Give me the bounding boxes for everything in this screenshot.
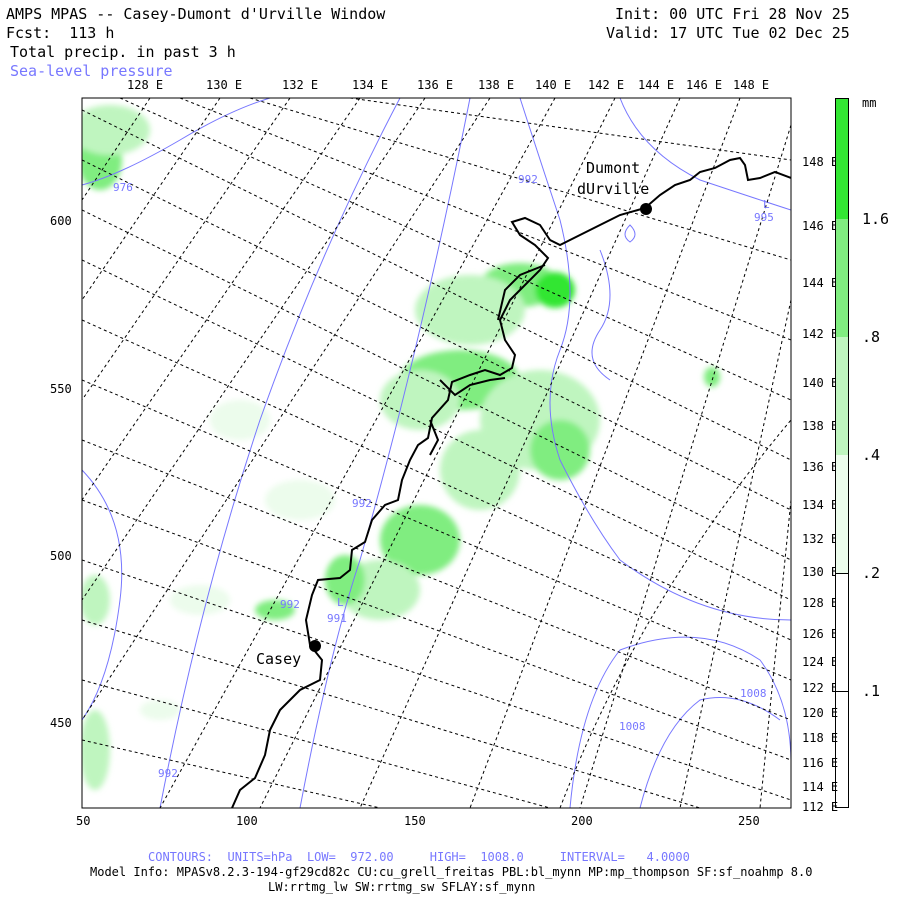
bottom-x-label: 200: [571, 814, 593, 828]
forecast-hour: Fcst: 113 h: [6, 24, 115, 42]
graticule: [82, 98, 791, 808]
map-title: AMPS MPAS -- Casey-Dumont d'Urville Wind…: [6, 5, 386, 23]
model-info: Model Info: MPASv8.2.3-194-gf29cd82c CU:…: [90, 865, 813, 879]
coastline: [231, 156, 791, 808]
top-lon-label: 140 E: [535, 78, 572, 92]
valid-time: Valid: 17 UTC Tue 02 Dec 25: [606, 24, 850, 42]
left-y-label: 500: [50, 549, 72, 563]
right-lon-label: 136 E: [802, 460, 839, 474]
colorbar-level-0-8: [836, 219, 848, 337]
top-lon-label: 134 E: [352, 78, 389, 92]
top-lon-label: 132 E: [282, 78, 319, 92]
right-lon-label: 112 E: [802, 800, 839, 814]
right-lon-label: 138 E: [802, 419, 839, 433]
pressure-contours: [82, 98, 791, 808]
colorbar-unit: mm: [862, 96, 877, 110]
contour-label: 991: [327, 612, 347, 625]
bottom-x-label: 250: [738, 814, 760, 828]
contour-label: 992: [518, 173, 538, 186]
top-lon-label: 146 E: [686, 78, 723, 92]
model-info-line2: LW:rrtmg_lw SW:rrtmg_sw SFLAY:sf_mynn: [268, 880, 536, 894]
right-lon-label: 132 E: [802, 532, 839, 546]
right-lon-label: 122 E: [802, 681, 839, 695]
colorbar-label: .1: [862, 682, 881, 700]
left-y-label: 600: [50, 214, 72, 228]
init-time: Init: 00 UTC Fri 28 Nov 25: [615, 5, 850, 23]
bottom-x-label: 100: [236, 814, 258, 828]
colorbar-label: 1.6: [862, 210, 890, 228]
contour-label: 1008: [740, 687, 767, 700]
right-lon-label: 148 E: [802, 155, 839, 169]
colorbar-level-0-1: [836, 573, 848, 692]
colorbar-level-0-2: [836, 455, 848, 573]
station-label-casey: Casey: [256, 650, 302, 668]
colorbar-level-1-6: [836, 99, 848, 219]
station-marker-casey[interactable]: [309, 640, 321, 652]
map-frame: [81, 97, 792, 809]
contour-label: 976: [113, 181, 133, 194]
top-lon-label: 142 E: [588, 78, 625, 92]
overlay-name: Sea-level pressure: [10, 62, 173, 80]
station-label-dumont-2: dUrville: [577, 180, 650, 198]
colorbar-level-0-4: [836, 337, 848, 455]
right-lon-label: 140 E: [802, 376, 839, 390]
right-lon-label: 146 E: [802, 219, 839, 233]
right-lon-label: 142 E: [802, 327, 839, 341]
right-lon-label: 130 E: [802, 565, 839, 579]
colorbar-label: .4: [862, 446, 881, 464]
contour-info: CONTOURS: UNITS=hPa LOW= 972.00 HIGH= 10…: [148, 850, 690, 864]
colorbar-label: .2: [862, 564, 881, 582]
bottom-x-label: 50: [76, 814, 91, 828]
field-name: Total precip. in past 3 h: [10, 43, 236, 61]
contour-label: 995: [754, 211, 774, 224]
colorbar-label: .8: [862, 328, 881, 346]
precip-field: [82, 105, 720, 790]
contour-label: 992: [158, 767, 178, 780]
top-lon-label: 138 E: [478, 78, 515, 92]
right-lon-label: 114 E: [802, 780, 839, 794]
right-lon-label: 126 E: [802, 627, 839, 641]
contour-label: 992: [280, 598, 300, 611]
colorbar: [835, 98, 849, 808]
top-lon-label: 130 E: [206, 78, 243, 92]
right-lon-label: 124 E: [802, 655, 839, 669]
right-lon-label: 120 E: [802, 706, 839, 720]
right-lon-label: 116 E: [802, 756, 839, 770]
left-y-label: 550: [50, 382, 72, 396]
bottom-x-label: 150: [404, 814, 426, 828]
right-lon-label: 118 E: [802, 731, 839, 745]
right-lon-label: 128 E: [802, 596, 839, 610]
station-label-dumont-1: Dumont: [586, 159, 641, 177]
low-pressure-mark: L: [763, 198, 770, 211]
contour-label: 992: [352, 497, 372, 510]
station-marker-dumont[interactable]: [640, 203, 652, 215]
left-y-label: 450: [50, 716, 72, 730]
top-lon-label: 128 E: [127, 78, 164, 92]
low-pressure-mark: L: [337, 596, 344, 609]
contour-label: 1008: [619, 720, 646, 733]
right-lon-label: 134 E: [802, 498, 839, 512]
top-lon-label: 144 E: [638, 78, 675, 92]
top-lon-label: 148 E: [733, 78, 770, 92]
right-lon-label: 144 E: [802, 276, 839, 290]
top-lon-label: 136 E: [417, 78, 454, 92]
